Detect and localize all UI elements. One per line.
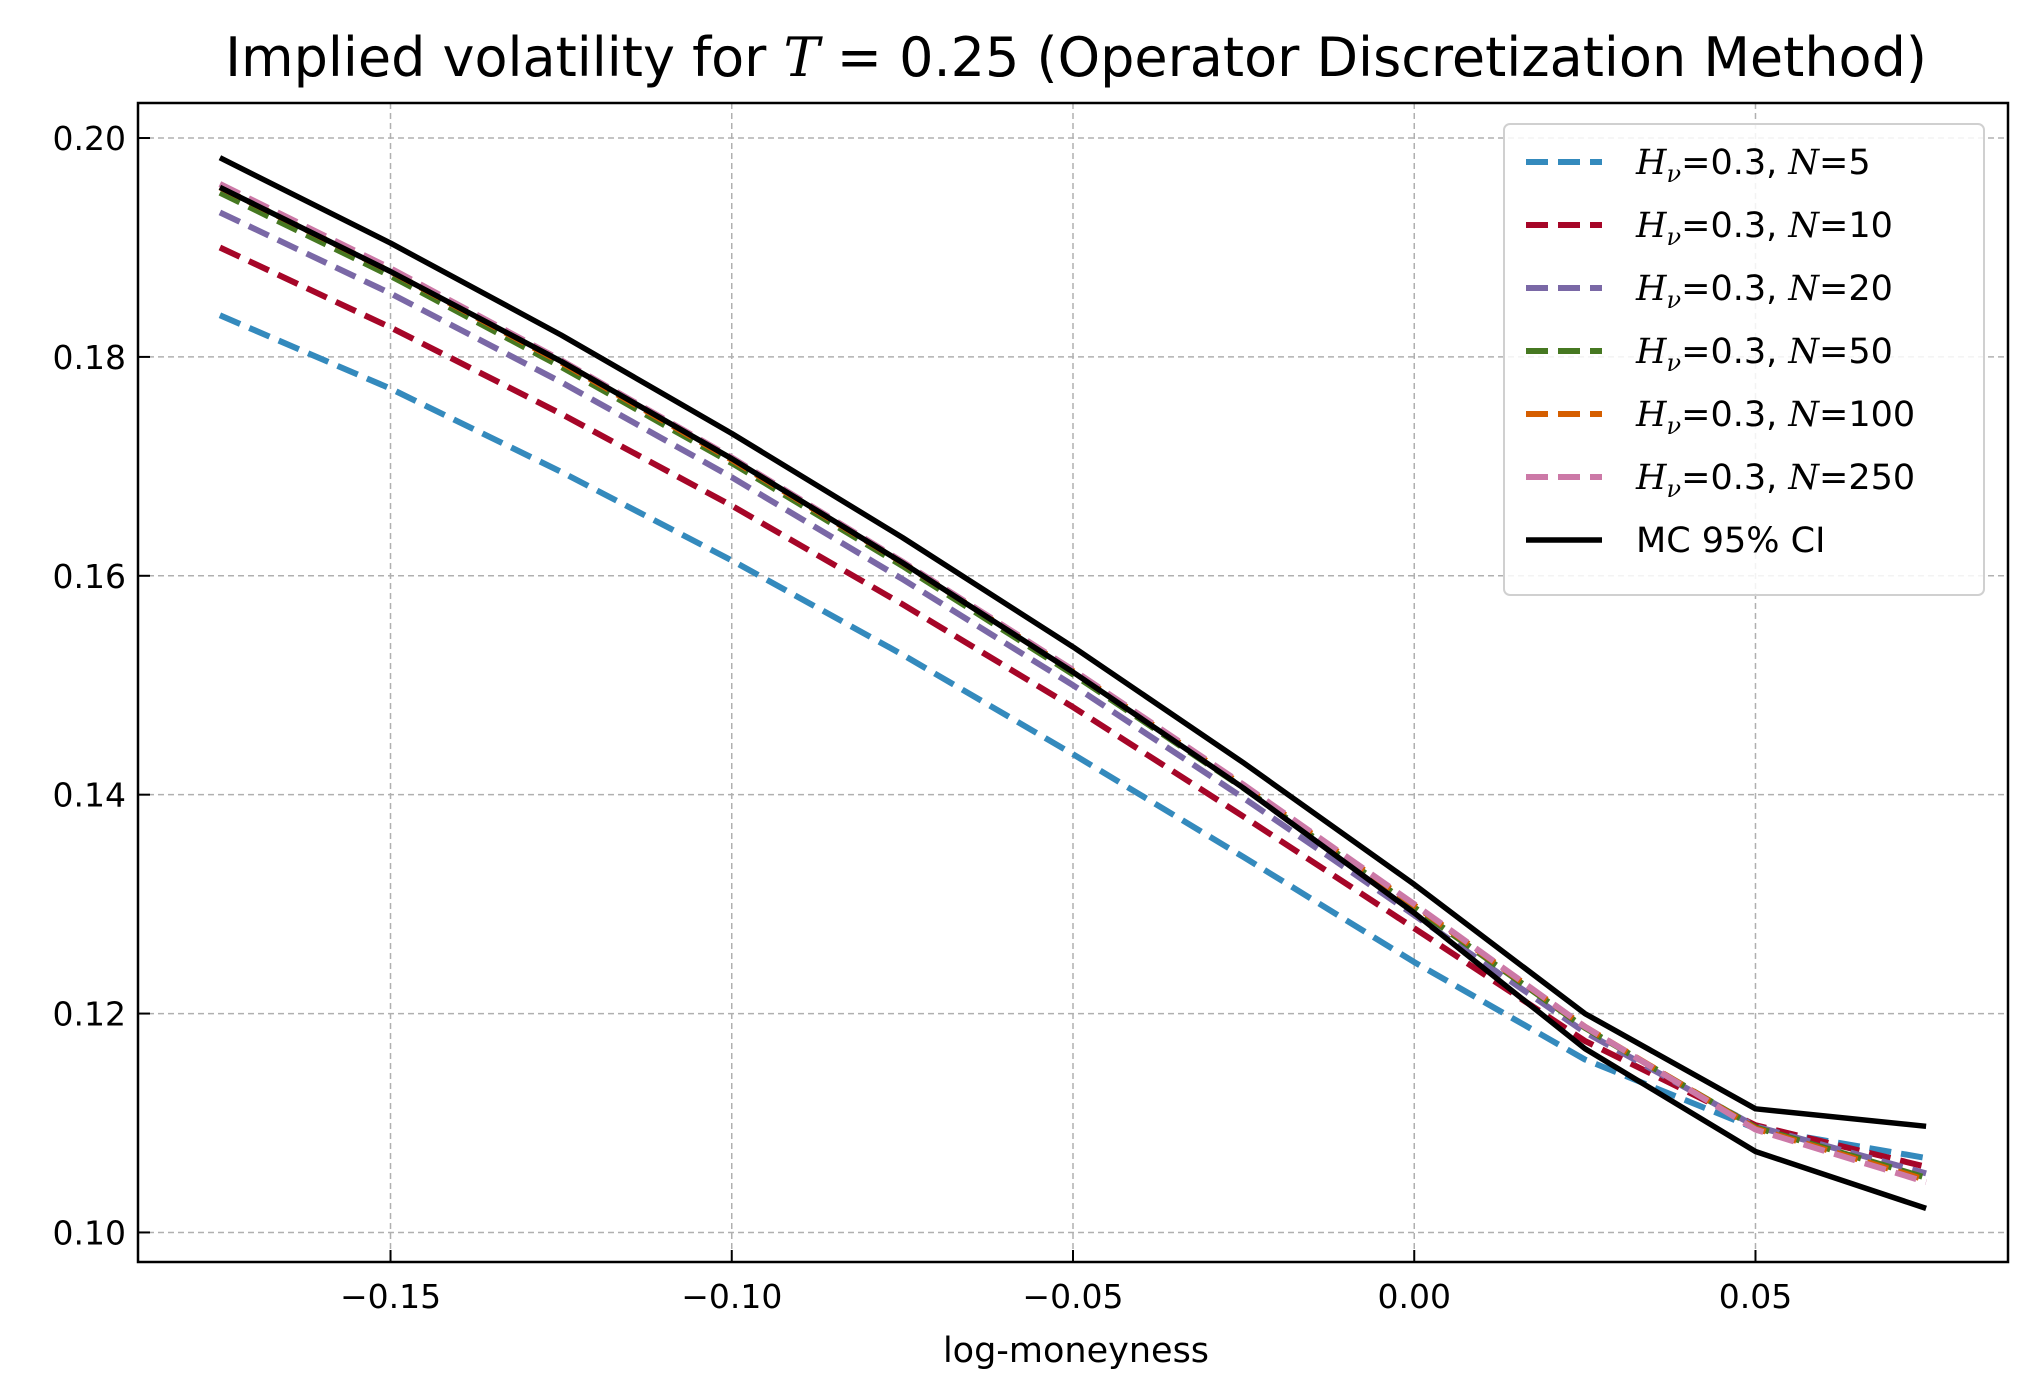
y-tick-label: 0.16 — [53, 557, 126, 596]
x-tick-label: 0.00 — [1377, 1277, 1450, 1316]
series-lines — [218, 155, 1927, 1212]
x-axis-label: log-moneyness — [943, 1331, 1209, 1371]
legend-label: Hν=0.3, N=5 — [1635, 143, 1871, 188]
y-tick-label: 0.20 — [53, 119, 126, 158]
y-tick-label: 0.12 — [53, 995, 126, 1034]
chart-title-suffix: = 0.25 (Operator Discretization Method) — [820, 26, 1927, 89]
chart-title-prefix: Implied volatility for — [225, 26, 783, 89]
legend: Hν=0.3, N=5 Hν=0.3, N=10 Hν=0.3, N=20 Hν=0.… — [1503, 123, 1985, 596]
legend-label: Hν=0.3, N=50 — [1635, 332, 1893, 377]
x-tick-label: −0.10 — [681, 1277, 782, 1316]
legend-label: MC 95% CI — [1636, 521, 1825, 561]
legend-label: Hν=0.3, N=100 — [1635, 395, 1915, 440]
x-tick-label: −0.05 — [1022, 1277, 1123, 1316]
chart-title-var: T — [784, 26, 824, 89]
legend-label: Hν=0.3, N=10 — [1635, 206, 1893, 251]
y-tick-label: 0.18 — [53, 338, 126, 377]
series-line-6 — [218, 181, 1927, 1185]
y-tick-label: 0.10 — [53, 1213, 126, 1252]
axis-ticks: −0.15 −0.10 −0.05 0.00 0.05 0.10 0.12 0.14 0.16 0… — [53, 119, 1793, 1316]
series-line-8 — [218, 184, 1927, 1212]
series-line-3 — [218, 209, 1927, 1177]
grid-lines — [138, 103, 2008, 1262]
x-tick-label: −0.15 — [340, 1277, 441, 1316]
series-line-7 — [218, 155, 1927, 1130]
legend-label: Hν=0.3, N=250 — [1635, 458, 1915, 503]
y-tick-label: 0.14 — [53, 776, 126, 815]
x-tick-label: 0.05 — [1719, 1277, 1792, 1316]
chart-title: Implied volatility for T = 0.25 (Operato… — [225, 26, 1927, 89]
legend-box — [1503, 123, 1985, 596]
series-line-2 — [218, 244, 1927, 1170]
legend-label: Hν=0.3, N=20 — [1635, 269, 1893, 314]
